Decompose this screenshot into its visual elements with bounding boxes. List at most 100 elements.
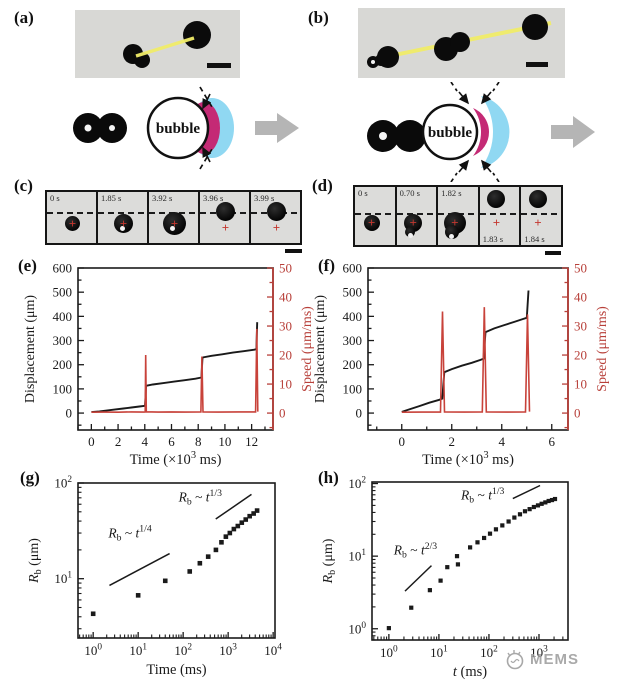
svg-text:20: 20 — [574, 348, 587, 363]
droplet-blob — [266, 201, 286, 221]
svg-text:Rb ~ t1/4: Rb ~ t1/4 — [107, 524, 151, 544]
frame-timestamp: 0 s — [50, 193, 60, 203]
bubble-highlight — [448, 233, 454, 239]
frame-timestamp: 3.92 s — [152, 193, 173, 203]
svg-text:101: 101 — [129, 643, 147, 658]
micrograph-a — [75, 10, 240, 78]
svg-text:100: 100 — [53, 381, 73, 396]
svg-text:102: 102 — [480, 645, 498, 660]
film-frame: +0 s — [47, 192, 98, 243]
svg-text:100: 100 — [348, 621, 366, 636]
svg-text:Rb (μm): Rb (μm) — [321, 538, 338, 584]
droplet-blob — [162, 212, 186, 236]
focal-plane-dashed-line — [355, 213, 395, 216]
reference-cross-marker: + — [170, 215, 179, 231]
svg-text:500: 500 — [343, 285, 363, 300]
scale-bar — [285, 249, 302, 253]
scale-bar — [526, 62, 548, 67]
film-frame: +0 s — [355, 187, 397, 245]
svg-text:Rb ~ t2/3: Rb ~ t2/3 — [393, 541, 437, 561]
svg-text:300: 300 — [343, 333, 363, 348]
droplet-blobs — [367, 14, 548, 68]
panel-label-e: (e) — [18, 256, 37, 275]
reference-cross-marker: + — [492, 214, 501, 230]
motion-arrow — [255, 113, 299, 143]
y-axis: 100 101 102 Rb (μm) — [321, 476, 378, 641]
svg-text:30: 30 — [279, 319, 292, 334]
svg-text:Displacement (μm): Displacement (μm) — [23, 295, 38, 404]
displacement-series — [91, 322, 259, 414]
fused-droplets — [367, 120, 426, 152]
svg-text:10: 10 — [279, 377, 292, 392]
focal-plane-dashed-line — [521, 213, 561, 216]
film-frame: +3.92 s — [149, 192, 200, 243]
svg-text:Time (×103 ms): Time (×103 ms) — [422, 450, 514, 468]
film-frame: +1.84 s — [521, 187, 561, 245]
droplet-blob — [113, 214, 133, 234]
svg-text:50: 50 — [279, 261, 292, 276]
x-axis: 0 2 4 6 Time (×103 ms) — [376, 424, 556, 468]
svg-text:2: 2 — [115, 434, 122, 449]
reference-cross-marker: + — [451, 214, 459, 230]
film-frame: +3.99 s — [251, 192, 300, 243]
svg-text:200: 200 — [53, 357, 73, 372]
watermark: MEMS — [502, 646, 579, 672]
dashed-guides — [450, 82, 500, 182]
frame-timestamp: 1.85 s — [101, 193, 122, 203]
power-law-annotation-0: Rb ~ t1/4 — [107, 524, 170, 587]
svg-text:101: 101 — [348, 548, 366, 563]
svg-text:500: 500 — [53, 285, 73, 300]
film-strip-c: +0 s +1.85 s +3.92 s +3.96 s +3.99 s — [45, 190, 302, 245]
watermark-text: MEMS — [530, 650, 579, 668]
frame-timestamp: 0.70 s — [399, 188, 420, 198]
speed-series — [91, 328, 259, 414]
svg-text:103: 103 — [530, 645, 548, 660]
svg-text:40: 40 — [574, 290, 587, 305]
converging-arrows — [458, 91, 492, 173]
panel-label-b: (b) — [308, 8, 329, 27]
fused-droplets — [73, 113, 127, 143]
schematic-b: bubble — [367, 82, 595, 182]
cavitation-crescent-outer — [481, 96, 510, 168]
cavitation-crescent-inner — [473, 108, 489, 156]
svg-text:Rb ~ t1/3: Rb ~ t1/3 — [460, 486, 504, 506]
right-axis: 0 10 20 30 40 50 Speed (μm/ms) — [562, 261, 610, 430]
svg-text:102: 102 — [348, 476, 366, 491]
svg-text:Speed (μm/ms): Speed (μm/ms) — [595, 306, 610, 392]
svg-text:10: 10 — [574, 377, 587, 392]
svg-text:Rb ~ t1/3: Rb ~ t1/3 — [178, 488, 222, 508]
bubble-lobe — [405, 227, 416, 239]
frame-timestamp: 1.82 s — [441, 188, 462, 198]
y-axis: 101 102 Rb (μm) — [27, 475, 84, 630]
bubble-highlight — [119, 225, 125, 231]
svg-text:30: 30 — [574, 319, 587, 334]
bubble-radius-series — [386, 496, 558, 631]
focal-plane-dashed-line — [98, 212, 147, 215]
left-axis: 0 100 200 300 400 500 600 Displacement (μm) — [23, 261, 84, 426]
svg-text:6: 6 — [168, 434, 175, 449]
chart-bubble-radius-h: 100 101 102 103 t (ms) 100 101 102 Rb (μm) Rb ~ t… — [321, 476, 569, 680]
micrograph-b — [358, 8, 565, 78]
x-axis: 100 101 102 103 t (ms) — [373, 634, 564, 680]
svg-text:0: 0 — [88, 434, 95, 449]
svg-text:103: 103 — [219, 643, 237, 658]
svg-text:50: 50 — [574, 261, 587, 276]
reference-cross-marker: + — [68, 215, 77, 231]
svg-text:101: 101 — [430, 645, 448, 660]
svg-text:100: 100 — [380, 645, 398, 660]
svg-text:10: 10 — [218, 434, 231, 449]
panel-label-d: (d) — [312, 176, 333, 195]
panel-label-c: (c) — [14, 176, 33, 195]
reference-cross-marker: + — [409, 214, 417, 230]
droplet-blob — [487, 189, 506, 208]
frame-timestamp: 3.99 s — [254, 193, 275, 203]
svg-text:600: 600 — [53, 261, 73, 276]
power-law-annotation-0: Rb ~ t2/3 — [393, 541, 437, 592]
power-law-annotation-1: Rb ~ t1/3 — [460, 484, 541, 506]
droplet-blob — [64, 216, 80, 232]
frame-timestamp: 1.83 s — [482, 233, 504, 244]
film-frame: +0.70 s — [396, 187, 439, 245]
svg-text:20: 20 — [279, 348, 292, 363]
